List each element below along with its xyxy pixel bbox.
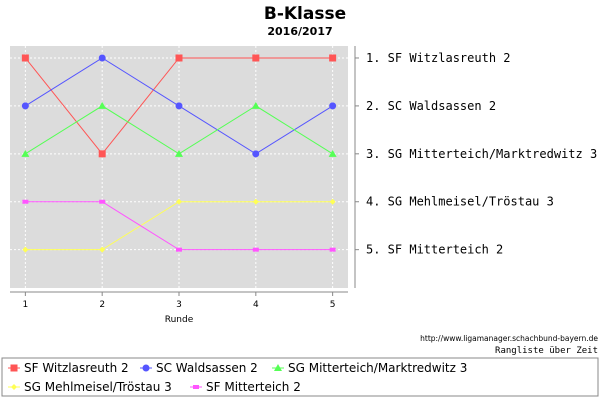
data-point <box>176 198 182 205</box>
data-point <box>252 54 260 62</box>
caption-text: Rangliste über Zeit <box>495 346 598 356</box>
data-point <box>252 247 259 252</box>
series-group <box>22 199 336 252</box>
x-tick-label: 3 <box>176 300 182 310</box>
data-point <box>252 198 259 205</box>
source-url: http://www.ligamanager.schachbund-bayern… <box>420 334 598 343</box>
data-point <box>251 101 260 109</box>
rank-label: 3. SG Mitterteich/Marktredwitz 3 <box>366 147 597 161</box>
legend-marker-icon <box>274 364 282 371</box>
series-layer <box>21 54 337 253</box>
series-group <box>22 198 336 253</box>
legend-marker-icon <box>142 364 150 372</box>
rank-labels: 1. SF Witzlasreuth 2 2. SC Waldsassen 2 3.… <box>355 51 597 257</box>
legend-marker-icon <box>10 364 18 372</box>
legend: SF Witzlasreuth 2 SC Waldsassen 2 SG Mitte… <box>8 361 467 394</box>
data-point <box>175 102 183 110</box>
data-point <box>98 101 107 109</box>
chart-subtitle: 2016/2017 <box>267 25 332 38</box>
x-axis-label: Runde <box>165 315 194 325</box>
legend-label: SF Witzlasreuth 2 <box>24 361 129 375</box>
data-point <box>252 150 260 158</box>
data-point <box>22 246 29 253</box>
rank-label: 5. SF Mitterteich 2 <box>366 243 503 257</box>
legend-label: SF Mitterteich 2 <box>206 380 301 394</box>
x-axis-ticks: 1 2 3 4 5 <box>22 292 336 310</box>
legend-label: SC Waldsassen 2 <box>156 361 258 375</box>
data-point <box>98 54 106 62</box>
rank-label: 2. SC Waldsassen 2 <box>366 99 496 113</box>
x-tick-label: 5 <box>330 300 336 310</box>
legend-marker-icon <box>11 384 17 390</box>
legend-box <box>1 357 599 397</box>
data-point <box>22 199 29 204</box>
x-tick-label: 2 <box>99 300 105 310</box>
x-tick-label: 4 <box>253 300 259 310</box>
legend-label: SG Mitterteich/Marktredwitz 3 <box>288 361 467 375</box>
data-point <box>98 150 106 158</box>
data-point <box>175 54 183 62</box>
data-point <box>176 247 182 252</box>
data-point <box>329 198 336 205</box>
chart-title: B-Klasse <box>264 4 346 24</box>
data-point <box>21 102 29 110</box>
legend-label: SG Mehlmeisel/Tröstau 3 <box>24 380 172 394</box>
series-group <box>21 54 337 158</box>
series-group <box>21 101 337 157</box>
x-tick-label: 1 <box>22 300 28 310</box>
legend-marker-icon <box>193 385 199 389</box>
legend-item: SF Mitterteich 2 <box>190 380 301 394</box>
data-point <box>329 102 337 110</box>
data-point <box>329 247 336 252</box>
rank-label: 4. SG Mehlmeisel/Tröstau 3 <box>366 195 554 209</box>
data-point <box>21 54 29 62</box>
data-point <box>21 149 30 157</box>
legend-item: SG Mitterteich/Marktredwitz 3 <box>272 361 467 375</box>
data-point <box>329 54 337 62</box>
data-point <box>175 149 183 157</box>
rank-label: 1. SF Witzlasreuth 2 <box>366 51 511 65</box>
data-point <box>328 149 337 157</box>
legend-item: SG Mehlmeisel/Tröstau 3 <box>8 380 172 394</box>
data-point <box>99 199 106 204</box>
legend-item: SC Waldsassen 2 <box>140 361 258 375</box>
legend-item: SF Witzlasreuth 2 <box>8 361 129 375</box>
data-point <box>99 246 106 253</box>
